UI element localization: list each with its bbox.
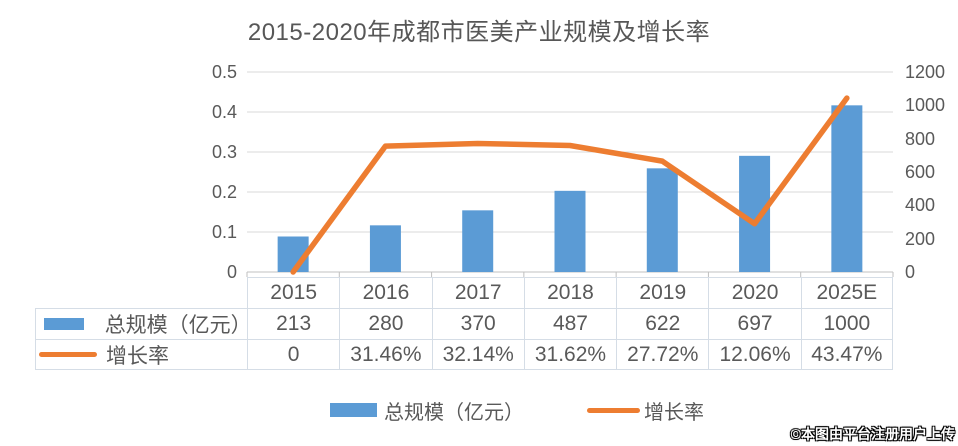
table-bar-swatch — [44, 318, 84, 330]
table-value-总规模（亿元）-2020: 697 — [708, 308, 801, 339]
legend-item-growth: 增长率 — [587, 398, 704, 424]
bar-2018 — [554, 190, 586, 272]
table-value-总规模（亿元）-2025E: 1000 — [800, 308, 893, 339]
left-axis-tick-0.2: 0.2 — [211, 182, 237, 202]
right-axis-tick-200: 200 — [905, 228, 936, 249]
legend-item-scale: 总规模（亿元） — [330, 398, 524, 424]
table-category-2018: 2018 — [523, 277, 617, 308]
table-value-总规模（亿元）-2018: 487 — [523, 308, 617, 339]
right-axis-tick-800: 800 — [905, 128, 936, 149]
legend-scale-label: 总规模（亿元） — [384, 401, 524, 424]
table-value-增长率-2015: 0 — [247, 339, 340, 370]
bar-2016 — [369, 225, 401, 272]
table-value-总规模（亿元）-2017: 370 — [431, 308, 524, 339]
table-rowlabel-text: 增长率 — [106, 344, 169, 368]
left-axis-tick-0.5: 0.5 — [211, 62, 237, 82]
table-category-2025E: 2025E — [800, 277, 893, 308]
right-axis-tick-1200: 1200 — [905, 62, 946, 82]
legend-bar-swatch — [330, 403, 377, 417]
table-value-总规模（亿元）-2019: 622 — [616, 308, 709, 339]
table-value-增长率-2017: 32.14% — [431, 339, 524, 370]
table-rowlabel-text: 总规模（亿元） — [104, 314, 252, 337]
left-axis-tick-0.4: 0.4 — [211, 102, 237, 122]
watermark: ©本图由平台注册用户上传 — [790, 426, 955, 442]
left-axis-tick-0.1: 0.1 — [211, 222, 237, 242]
chart-title: 2015-2020年成都市医美产业规模及增长率 — [247, 19, 711, 46]
table-category-2015: 2015 — [247, 277, 340, 308]
table-value-总规模（亿元）-2016: 280 — [339, 308, 432, 339]
right-axis-tick-400: 400 — [905, 195, 936, 216]
table-category-2020: 2020 — [708, 277, 801, 308]
table-value-增长率-2018: 31.62% — [523, 339, 617, 370]
right-axis-tick-600: 600 — [905, 162, 936, 182]
table-value-增长率-2020: 12.06% — [708, 339, 801, 370]
left-axis-tick-0.3: 0.3 — [211, 142, 237, 162]
table-line-swatch — [39, 352, 97, 357]
table-rowlabel-scale: 总规模（亿元） — [35, 308, 252, 339]
right-axis-tick-0: 0 — [905, 262, 916, 282]
table-rowlabel-growth: 增长率 — [35, 339, 247, 370]
legend-growth-label: 增长率 — [644, 401, 704, 424]
bar-2019 — [646, 168, 678, 272]
table-value-增长率-2025E: 43.47% — [800, 339, 893, 370]
table-category-2017: 2017 — [431, 277, 524, 308]
bar-2017 — [462, 210, 494, 272]
growth-line — [290, 95, 850, 275]
table-value-总规模（亿元）-2015: 213 — [247, 308, 340, 339]
table-category-2019: 2019 — [616, 277, 709, 308]
bar-2025E — [831, 105, 863, 272]
table-category-2016: 2016 — [339, 277, 432, 308]
left-axis-tick-0: 0 — [226, 262, 237, 282]
table-value-增长率-2019: 27.72% — [616, 339, 709, 370]
legend-line-swatch — [587, 407, 640, 413]
right-axis-tick-1000: 1000 — [905, 95, 946, 116]
table-value-增长率-2016: 31.46% — [339, 339, 432, 370]
